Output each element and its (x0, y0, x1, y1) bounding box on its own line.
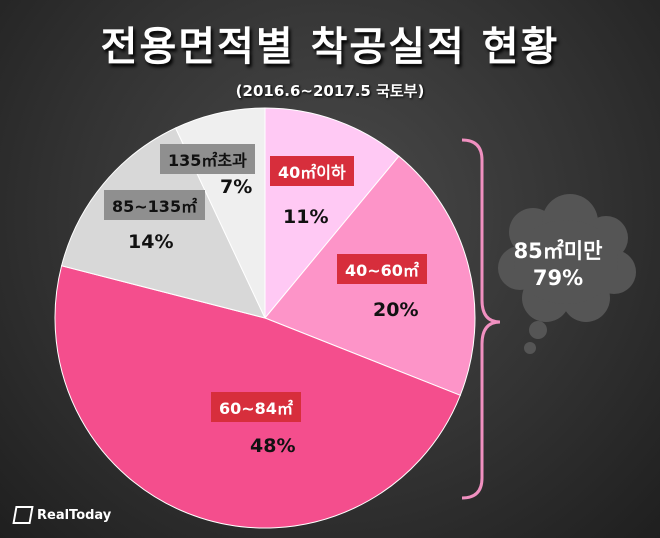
brand-logo: RealToday (12, 506, 112, 524)
slice-label-135-over: 135㎡초과 (160, 144, 255, 174)
slice-value-85-135: 14% (128, 231, 174, 253)
cloud-icon (498, 194, 636, 354)
realtoday-logo-icon (12, 506, 34, 524)
slice-value-40-below: 11% (283, 206, 329, 228)
pie-slice-85-135 (60, 127, 266, 319)
slice-value-60-84: 48% (250, 435, 296, 457)
bracket (461, 138, 501, 500)
page-subtitle: (2016.6~2017.5 국토부) (235, 82, 425, 100)
slice-value-40-60: 20% (373, 299, 419, 321)
slice-label-40-60: 40~60㎡ (337, 254, 427, 284)
slice-label-85-135: 85~135㎡ (104, 190, 206, 220)
summary-label: 85㎡미만 (513, 239, 603, 263)
slice-label-60-84: 60~84㎡ (211, 392, 301, 422)
slice-label-40-below: 40㎡이하 (270, 156, 354, 186)
page-title: 전용면적별 착공실적 현황 (100, 24, 560, 70)
slice-value-135-over: 7% (220, 176, 253, 198)
summary-annotation: 85㎡미만 79% (500, 238, 616, 292)
brand-logo-text: RealToday (37, 507, 112, 523)
summary-value: 79% (532, 266, 584, 290)
